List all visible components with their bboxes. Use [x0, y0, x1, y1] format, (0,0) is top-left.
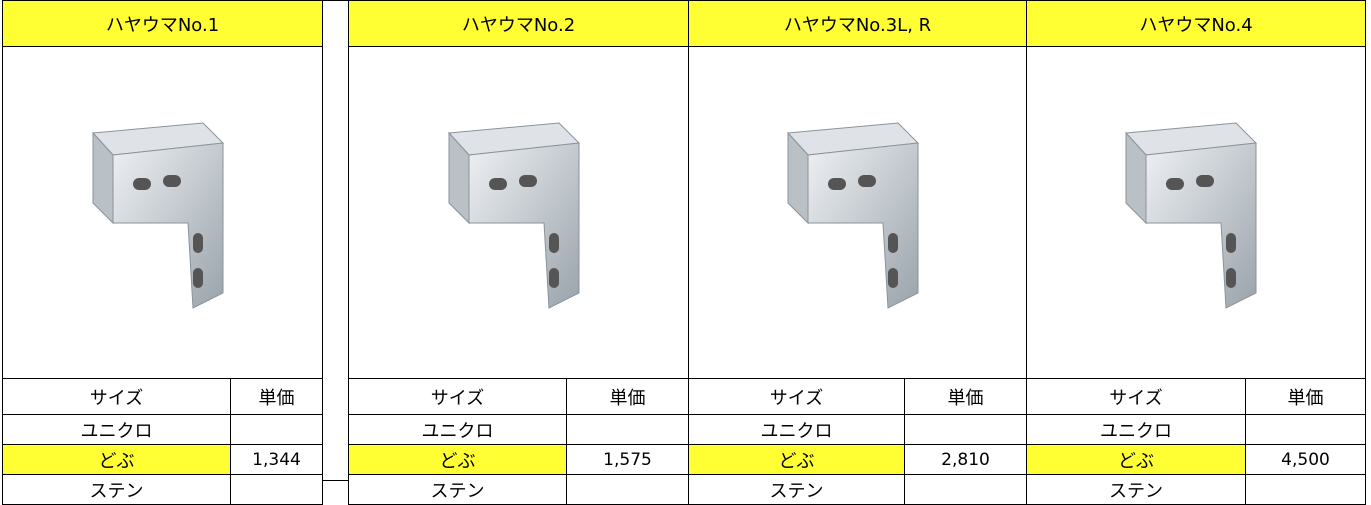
size-header: サイズ — [1026, 378, 1246, 415]
finish-label: ユニクロ — [1026, 414, 1246, 445]
price-header: 単価 — [1245, 378, 1366, 415]
price-header: 単価 — [230, 378, 323, 415]
product-photo — [91, 121, 224, 309]
finish-label: どぶ — [688, 444, 905, 475]
finish-label: ユニクロ — [2, 414, 231, 445]
price-cell: 2,810 — [904, 444, 1027, 475]
size-header: サイズ — [2, 378, 231, 415]
price-cell: 4,500 — [1245, 444, 1366, 475]
finish-label: ユニクロ — [688, 414, 905, 445]
product-photo — [447, 121, 580, 309]
spacer-column — [322, 0, 349, 481]
product-image-cell — [348, 46, 689, 379]
price-cell — [904, 414, 1027, 445]
product-title: ハヤウマNo.4 — [1026, 0, 1366, 47]
product-title: ハヤウマNo.2 — [348, 0, 689, 47]
product-photo — [786, 121, 919, 309]
finish-label: ユニクロ — [348, 414, 567, 445]
price-cell — [904, 474, 1027, 505]
finish-label: ステン — [348, 474, 567, 505]
size-header: サイズ — [348, 378, 567, 415]
price-cell — [566, 414, 689, 445]
product-image-cell — [688, 46, 1027, 379]
product-image-cell — [2, 46, 323, 379]
price-cell: 1,344 — [230, 444, 323, 475]
finish-label: どぶ — [2, 444, 231, 475]
price-cell — [566, 474, 689, 505]
product-title: ハヤウマNo.3L, R — [688, 0, 1027, 47]
finish-label: ステン — [2, 474, 231, 505]
product-image-cell — [1026, 46, 1366, 379]
price-header: 単価 — [566, 378, 689, 415]
size-header: サイズ — [688, 378, 905, 415]
price-cell — [230, 474, 323, 505]
price-cell — [230, 414, 323, 445]
finish-label: どぶ — [348, 444, 567, 475]
price-cell — [1245, 414, 1366, 445]
product-photo — [1124, 121, 1258, 309]
product-title: ハヤウマNo.1 — [2, 0, 323, 47]
price-cell — [1245, 474, 1366, 505]
price-header: 単価 — [904, 378, 1027, 415]
finish-label: ステン — [688, 474, 905, 505]
finish-label: ステン — [1026, 474, 1246, 505]
price-cell: 1,575 — [566, 444, 689, 475]
finish-label: どぶ — [1026, 444, 1246, 475]
